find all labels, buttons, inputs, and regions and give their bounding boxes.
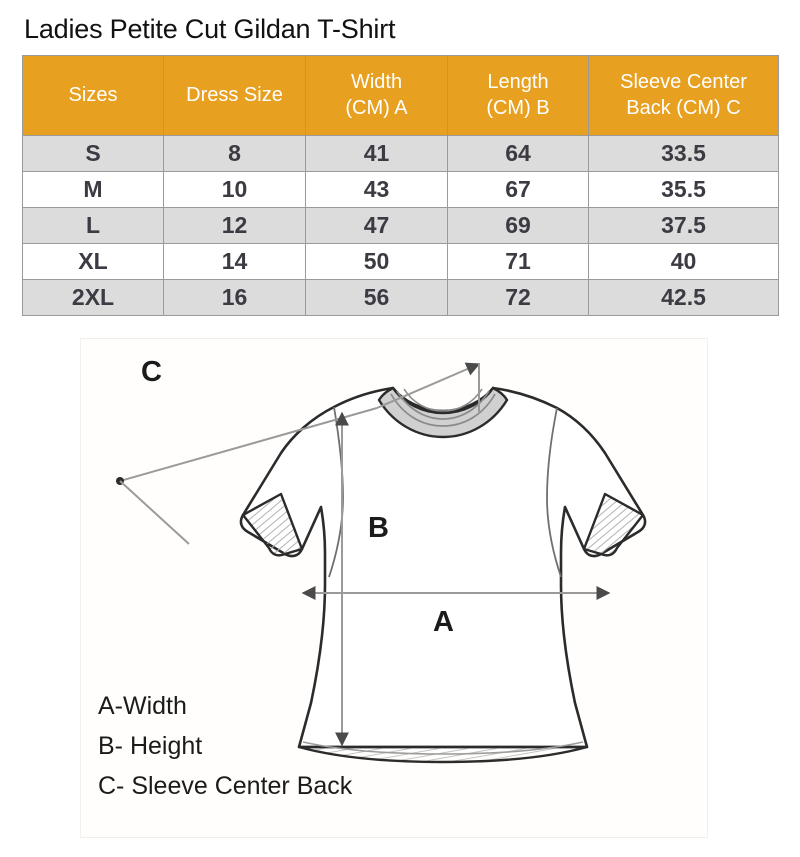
table-header: Sizes Dress Size Width (CM) A Length (CM… [22, 55, 779, 136]
column-header-sleeve-center-back-line2: Back (CM) C [626, 96, 741, 119]
cell-sleeve-center-back: 33.5 [588, 135, 779, 172]
legend: A-Width B- Height C- Sleeve Center Back [98, 686, 352, 806]
dimension-label-a: A [433, 606, 454, 638]
hem-stitch-line [302, 741, 584, 755]
collar-rib-line-2 [396, 390, 490, 420]
table-row: XL 14 50 71 40 [22, 243, 779, 280]
cell-size: L [22, 207, 164, 244]
column-header-length-line1: Length [487, 70, 549, 93]
dimension-label-b: B [368, 512, 389, 544]
column-header-sizes: Sizes [22, 55, 164, 136]
cell-length: 67 [447, 171, 589, 208]
cell-dress-size: 8 [163, 135, 306, 172]
legend-item-a: A-Width [98, 692, 187, 720]
dimension-a: A [301, 586, 611, 638]
dimension-label-c: C [141, 356, 162, 388]
dimension-c-line-upper [376, 362, 481, 409]
tshirt-diagram-panel: C B A [80, 338, 708, 838]
collar-rib-line-3 [403, 388, 483, 412]
column-header-dress-size-line1: Dress Size [186, 83, 283, 106]
right-sleeve-cuff [582, 492, 645, 557]
collar-icon [377, 386, 509, 439]
cell-dress-size: 14 [163, 243, 306, 280]
table-body: S 8 41 64 33.5 M 10 43 67 35.5 L 12 47 6… [22, 135, 779, 316]
cell-dress-size: 16 [163, 279, 306, 316]
cell-length: 64 [447, 135, 589, 172]
legend-item-c: C- Sleeve Center Back [98, 772, 353, 800]
cell-sleeve-center-back: 42.5 [588, 279, 779, 316]
column-header-dress-size: Dress Size [163, 55, 306, 136]
cell-width: 41 [305, 135, 448, 172]
cell-dress-size: 12 [163, 207, 306, 244]
column-header-sleeve-center-back-line1: Sleeve Center [620, 70, 747, 93]
dimension-c-line-lower [115, 407, 378, 486]
dimension-c-leg [119, 480, 190, 545]
cell-dress-size: 10 [163, 171, 306, 208]
bottom-hem [297, 741, 589, 764]
column-header-sleeve-center-back: Sleeve Center Back (CM) C [588, 55, 779, 136]
column-header-width-line2: (CM) A [345, 96, 408, 119]
table-header-row: Sizes Dress Size Width (CM) A Length (CM… [22, 55, 779, 136]
cell-size: XL [22, 243, 164, 280]
cell-size: 2XL [22, 279, 164, 316]
column-header-width: Width (CM) A [305, 55, 448, 136]
cell-length: 72 [447, 279, 589, 316]
tshirt-diagram: C B A [115, 356, 647, 764]
right-cuff-band [582, 492, 645, 557]
column-header-length: Length (CM) B [447, 55, 589, 136]
right-armhole-seam [546, 407, 562, 578]
cell-width: 56 [305, 279, 448, 316]
table-row: M 10 43 67 35.5 [22, 171, 779, 208]
column-header-sizes-line1: Sizes [68, 83, 118, 106]
cell-width: 50 [305, 243, 448, 280]
left-cuff-band [241, 492, 304, 557]
cell-length: 71 [447, 243, 589, 280]
table-row: S 8 41 64 33.5 [22, 135, 779, 172]
collar-rib-band [377, 386, 509, 439]
dimension-c: C [115, 356, 481, 545]
cell-sleeve-center-back: 37.5 [588, 207, 779, 244]
dimension-b: B [335, 364, 480, 747]
column-header-length-line2: (CM) B [486, 96, 550, 119]
collar-rib-line-1 [390, 393, 496, 427]
legend-item-b: B- Height [98, 732, 203, 760]
column-header-width-line1: Width [350, 70, 403, 93]
cell-length: 69 [447, 207, 589, 244]
cell-sleeve-center-back: 40 [588, 243, 779, 280]
table-row: L 12 47 69 37.5 [22, 207, 779, 244]
cell-size: M [22, 171, 164, 208]
size-table: Sizes Dress Size Width (CM) A Length (CM… [22, 55, 779, 316]
cell-sleeve-center-back: 35.5 [588, 171, 779, 208]
cell-width: 43 [305, 171, 448, 208]
left-sleeve-cuff [241, 492, 304, 557]
page-title: Ladies Petite Cut Gildan T-Shirt [24, 14, 396, 44]
table-row: 2XL 16 56 72 42.5 [22, 279, 779, 316]
cell-size: S [22, 135, 164, 172]
cell-width: 47 [305, 207, 448, 244]
